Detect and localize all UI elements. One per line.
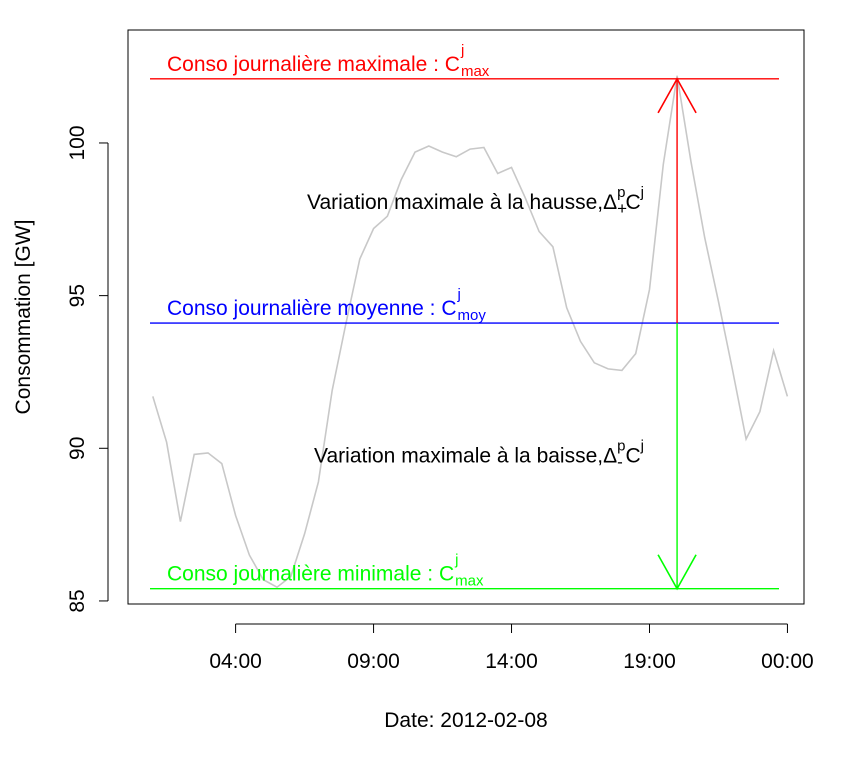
x-tick-label-3: 19:00 xyxy=(623,650,676,673)
y-tick-label-1: 90 xyxy=(66,437,89,460)
annotation-hausse-sub: + xyxy=(617,199,627,218)
y-tick-label-2: 95 xyxy=(66,284,89,307)
x-tick-label-1: 09:00 xyxy=(347,650,400,673)
plot-frame xyxy=(127,29,805,605)
annotation-baisse: Variation maximale à la baisse,Δ xyxy=(314,444,617,467)
y-axis-label: Consommation [GW] xyxy=(12,220,35,415)
hline-label-min: Conso journalière minimale : Cmax xyxy=(167,563,484,590)
y-tick-label-3: 100 xyxy=(66,125,89,160)
hline-label-moy: Conso journalière moyenne : Cmoy xyxy=(167,297,486,324)
hline-label-max: Conso journalière maximale : Cmax xyxy=(167,53,490,80)
hline-sup-min: j xyxy=(454,552,458,569)
x-axis-label: Date: 2012-02-08 xyxy=(384,709,547,732)
series-line-0 xyxy=(152,75,789,589)
annotation-baisse-tail-sup: j xyxy=(640,437,644,454)
annotation-baisse-sub: - xyxy=(617,452,623,471)
hline-sup-moy: j xyxy=(457,286,461,303)
hline-sup-max: j xyxy=(460,42,464,59)
annotation-baisse-tail: C xyxy=(625,444,640,467)
annotation-hausse: Variation maximale à la hausse,Δ xyxy=(307,191,617,214)
annotation-hausse-tail-sup: j xyxy=(640,184,644,201)
arrow-head-up xyxy=(657,77,697,114)
x-tick-label-4: 00:00 xyxy=(761,650,814,673)
y-tick-label-0: 85 xyxy=(66,589,89,612)
arrow-head-down xyxy=(657,554,697,591)
x-tick-label-2: 14:00 xyxy=(485,650,538,673)
annotation-hausse-sup: p xyxy=(617,184,625,201)
annotation-baisse-sup: p xyxy=(617,437,625,454)
annotation-hausse-tail: C xyxy=(625,191,640,214)
x-tick-label-0: 04:00 xyxy=(209,650,262,673)
